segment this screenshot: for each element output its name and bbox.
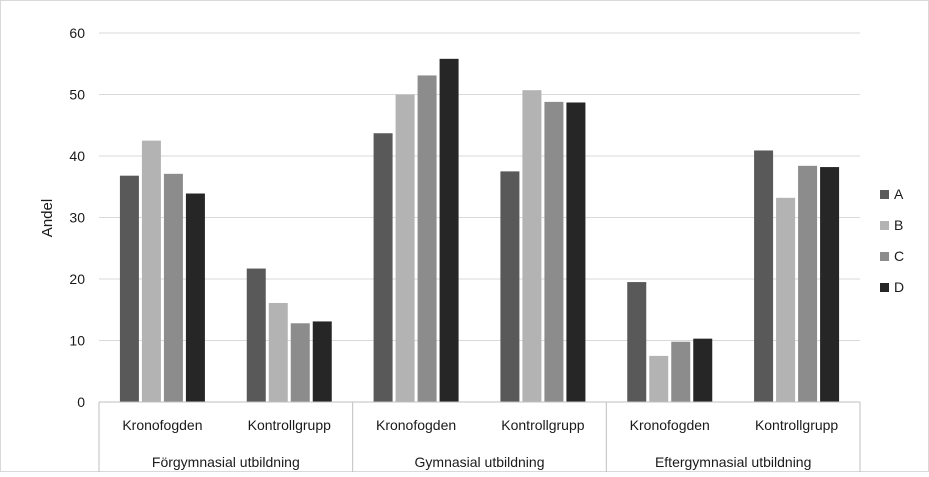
legend-swatch bbox=[880, 190, 889, 199]
y-tick-label: 20 bbox=[69, 271, 85, 287]
bar-c bbox=[417, 75, 437, 402]
bar-a bbox=[119, 175, 139, 402]
bar-b bbox=[522, 90, 542, 402]
bar-d bbox=[312, 321, 332, 402]
bar-a bbox=[500, 171, 520, 402]
bar-c bbox=[544, 101, 564, 402]
bar-a bbox=[373, 133, 393, 402]
bar-a bbox=[754, 150, 774, 402]
legend-label: A bbox=[894, 186, 904, 202]
x-tick-label: Kontrollgrupp bbox=[248, 417, 331, 433]
x-tick-label: Kronofogden bbox=[122, 417, 202, 433]
axes: 0 10 20 30 40 50 60 Kronofogden Kontrollgrupp För… bbox=[69, 25, 861, 472]
bar-d bbox=[693, 338, 713, 402]
bar-b bbox=[649, 355, 669, 402]
legend-swatch bbox=[880, 221, 889, 230]
y-tick-label: 0 bbox=[77, 394, 85, 410]
bar-b bbox=[268, 302, 288, 402]
x-tick-label: Kontrollgrupp bbox=[755, 417, 838, 433]
bar-b bbox=[395, 94, 415, 402]
x-tick-label: Kontrollgrupp bbox=[501, 417, 584, 433]
bar-b bbox=[141, 140, 161, 402]
bar-c bbox=[163, 173, 183, 402]
y-tick-label: 50 bbox=[69, 87, 85, 103]
bar-a bbox=[246, 268, 266, 402]
x-group-label: Förgymnasial utbildning bbox=[152, 454, 300, 470]
legend-swatch bbox=[880, 283, 889, 292]
y-tick-label: 10 bbox=[69, 333, 85, 349]
x-group-label: Eftergymnasial utbildning bbox=[655, 454, 811, 470]
bar-c bbox=[798, 165, 818, 402]
bar-a bbox=[627, 282, 647, 402]
bar-b bbox=[776, 197, 796, 402]
y-tick-label: 60 bbox=[69, 25, 85, 41]
legend-swatch bbox=[880, 252, 889, 261]
bar-c bbox=[290, 323, 310, 402]
legend-label: D bbox=[894, 279, 904, 295]
x-tick-label: Kronofogden bbox=[630, 417, 710, 433]
bar-c bbox=[671, 341, 691, 402]
y-axis-label: Andel bbox=[39, 199, 56, 237]
x-tick-label: Kronofogden bbox=[376, 417, 456, 433]
bars bbox=[119, 58, 840, 403]
gridlines bbox=[99, 32, 860, 341]
y-tick-label: 30 bbox=[69, 210, 85, 226]
x-group-label: Gymnasial utbildning bbox=[415, 454, 545, 470]
bar-d bbox=[566, 102, 586, 403]
legend-label: C bbox=[894, 248, 904, 264]
y-tick-label: 40 bbox=[69, 148, 85, 164]
legend-label: B bbox=[894, 217, 903, 233]
bar-d bbox=[820, 167, 840, 402]
bar-d bbox=[439, 58, 459, 402]
bar-d bbox=[185, 193, 205, 402]
